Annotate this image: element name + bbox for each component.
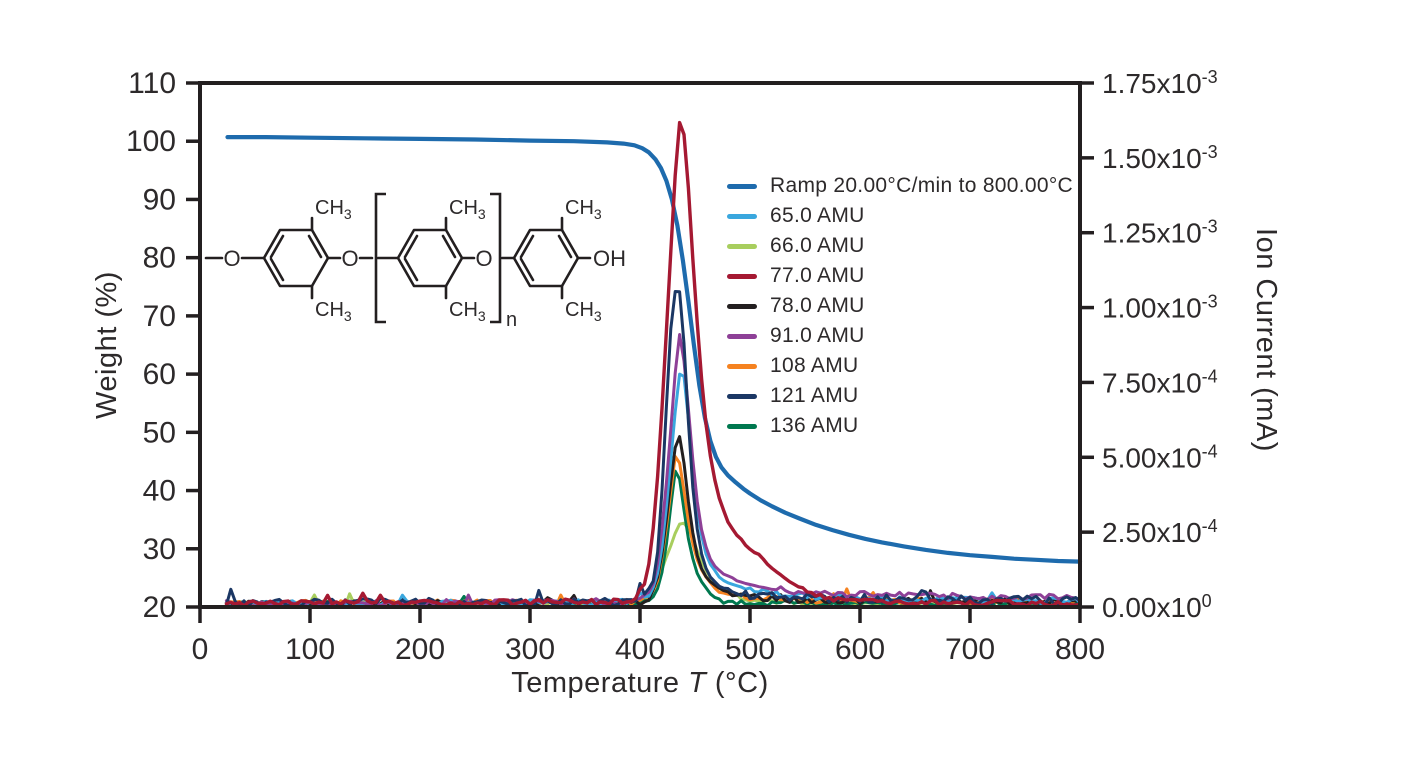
- methyl-label: CH3: [315, 299, 352, 324]
- x-tick-label: 600: [835, 633, 885, 666]
- bond: [557, 234, 573, 259]
- benzene-ring: [512, 228, 580, 288]
- legend: Ramp 20.00°C/min to 800.00°C 65.0 AMU 66.0…: [727, 171, 1073, 441]
- bond: [403, 234, 419, 259]
- y-axis-title-right: Ion Current (mA): [1250, 228, 1282, 452]
- y-right-tick-label: 0.00x100: [1102, 591, 1212, 623]
- oxygen-label: O: [223, 246, 240, 271]
- legend-item: 65.0 AMU: [727, 201, 1073, 231]
- y-right-tick-label: 2.50x10-4: [1102, 516, 1218, 548]
- y-right-tick-label: 7.50x10-4: [1102, 366, 1218, 398]
- x-tick-label: 400: [615, 633, 665, 666]
- methyl-label: CH3: [449, 197, 486, 222]
- bond: [519, 234, 535, 259]
- y-left-tick-label: 80: [143, 242, 176, 275]
- series-line-ramp-20-00-c-min-to-800-00-c: [225, 135, 1083, 564]
- legend-item: Ramp 20.00°C/min to 800.00°C: [727, 171, 1073, 201]
- methyl-label: CH3: [449, 299, 486, 324]
- legend-label: 91.0 AMU: [770, 324, 865, 347]
- y-left-tick-label: 110: [128, 67, 176, 100]
- legend-swatch: [727, 423, 757, 429]
- legend-label: 78.0 AMU: [770, 294, 865, 317]
- x-tick-label: 200: [395, 633, 445, 666]
- y-left-tick-label: 50: [143, 416, 176, 449]
- legend-swatch: [727, 273, 757, 279]
- legend-swatch: [727, 213, 757, 219]
- y-left-tick-label: 30: [143, 533, 176, 566]
- methyl-label: CH3: [565, 197, 602, 222]
- legend-label: Ramp 20.00°C/min to 800.00°C: [770, 174, 1074, 197]
- legend-label: 136 AMU: [770, 414, 859, 437]
- repeat-bracket-left: [374, 192, 386, 324]
- methyl-label: CH3: [565, 299, 602, 324]
- y-right-tick-label: 1.75x10-3: [1102, 67, 1218, 99]
- legend-label: 77.0 AMU: [770, 264, 865, 287]
- y-right-tick-label: 5.00x10-4: [1102, 441, 1218, 473]
- x-tick-label: 800: [1055, 633, 1105, 666]
- y-left-tick-label: 60: [143, 358, 176, 391]
- x-tick-label: 300: [505, 633, 555, 666]
- y-left-tick-label: 20: [143, 591, 176, 624]
- repeat-bracket-right: [490, 192, 502, 324]
- y-right-tick-label: 1.50x10-3: [1102, 142, 1218, 174]
- legend-label: 108 AMU: [770, 354, 859, 377]
- x-tick-label: 0: [192, 633, 209, 666]
- x-tick-label: 500: [725, 633, 775, 666]
- legend-swatch: [727, 363, 757, 369]
- legend-item: 108 AMU: [727, 351, 1073, 381]
- y-left-tick-label: 70: [143, 300, 176, 333]
- benzene-ring: [262, 228, 330, 288]
- molecular-structure-inset: O CH3 CH3 O CH3 CH3 On CH3 CH3 OH: [204, 192, 626, 331]
- y-left-tick-label: 90: [143, 183, 176, 216]
- hydroxyl-label: OH: [593, 246, 626, 271]
- benzene-ring: [396, 228, 464, 288]
- y-left-tick-label: 100: [126, 125, 176, 158]
- legend-item: 121 AMU: [727, 381, 1073, 411]
- legend-label: 121 AMU: [770, 384, 859, 407]
- bond: [403, 257, 419, 282]
- legend-swatch: [727, 333, 757, 339]
- legend-swatch: [727, 183, 757, 189]
- legend-item: 136 AMU: [727, 411, 1073, 441]
- bond: [441, 234, 457, 259]
- bond: [269, 234, 285, 259]
- repeat-n-label: n: [506, 309, 517, 331]
- bond: [519, 257, 535, 282]
- methyl-label: CH3: [315, 197, 352, 222]
- legend-label: 65.0 AMU: [770, 204, 865, 227]
- series-line-121-amu: [224, 290, 1082, 609]
- x-axis-title: Temperature T (°C): [511, 667, 769, 699]
- x-tick-label: 100: [285, 633, 335, 666]
- series-line-77-0-amu: [224, 120, 1082, 608]
- oxygen-label: O: [475, 246, 492, 271]
- legend-item: 66.0 AMU: [727, 231, 1073, 261]
- legend-swatch: [727, 303, 757, 309]
- y-axis-title-left: Weight (%): [91, 271, 123, 419]
- y-right-tick-label: 1.25x10-3: [1102, 217, 1218, 249]
- legend-swatch: [727, 393, 757, 399]
- y-left-tick-label: 40: [143, 475, 176, 508]
- legend-item: 78.0 AMU: [727, 291, 1073, 321]
- legend-label: 66.0 AMU: [770, 234, 865, 257]
- bond: [269, 257, 285, 282]
- legend-item: 91.0 AMU: [727, 321, 1073, 351]
- y-right-tick-label: 1.00x10-3: [1102, 292, 1218, 324]
- x-tick-label: 700: [945, 633, 995, 666]
- bond: [307, 234, 323, 259]
- oxygen-label: O: [341, 246, 358, 271]
- legend-swatch: [727, 243, 757, 249]
- legend-item: 77.0 AMU: [727, 261, 1073, 291]
